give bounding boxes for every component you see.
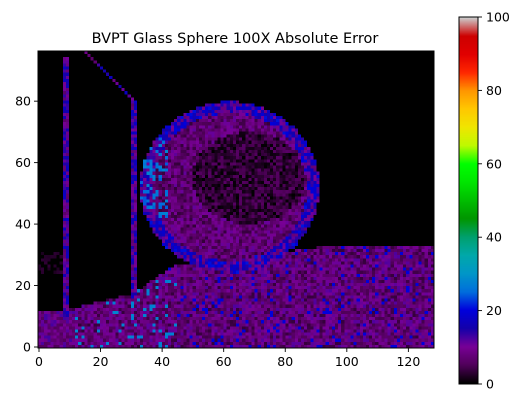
- colorbar-tick-label: 20: [486, 303, 502, 318]
- x-tick-label: 100: [335, 354, 359, 369]
- y-tick-label: 60: [15, 155, 31, 170]
- colorbar-frame: [458, 16, 479, 385]
- x-tick-label: 80: [277, 354, 293, 369]
- colorbar: 0 20 40 60 80 100: [458, 10, 510, 392]
- heatmap-image: [38, 51, 434, 348]
- colorbar-tick-label: 60: [486, 156, 502, 171]
- colorbar-tick-label: 100: [486, 10, 510, 25]
- x-tick-label: 40: [154, 354, 170, 369]
- x-tick-label: 60: [216, 354, 232, 369]
- x-axis: 0 20 40 60 80 100 120: [35, 348, 420, 369]
- y-tick-label: 40: [15, 217, 31, 232]
- colorbar-ticks: 0 20 40 60 80 100: [478, 10, 510, 392]
- colorbar-tick-label: 0: [486, 377, 494, 392]
- y-tick-label: 0: [23, 340, 31, 355]
- colorbar-tick-label: 80: [486, 83, 502, 98]
- y-tick-label: 20: [15, 278, 31, 293]
- x-tick-label: 120: [396, 354, 420, 369]
- chart-title: BVPT Glass Sphere 100X Absolute Error: [92, 31, 379, 47]
- y-tick-label: 80: [15, 94, 31, 109]
- y-axis: 0 20 40 60 80: [15, 94, 38, 355]
- colorbar-gradient: [459, 17, 478, 384]
- x-tick-label: 20: [93, 354, 109, 369]
- heatmap-plot: [37, 50, 435, 349]
- colorbar-tick-label: 40: [486, 230, 502, 245]
- plot-frame: [37, 50, 435, 349]
- x-tick-label: 0: [35, 354, 43, 369]
